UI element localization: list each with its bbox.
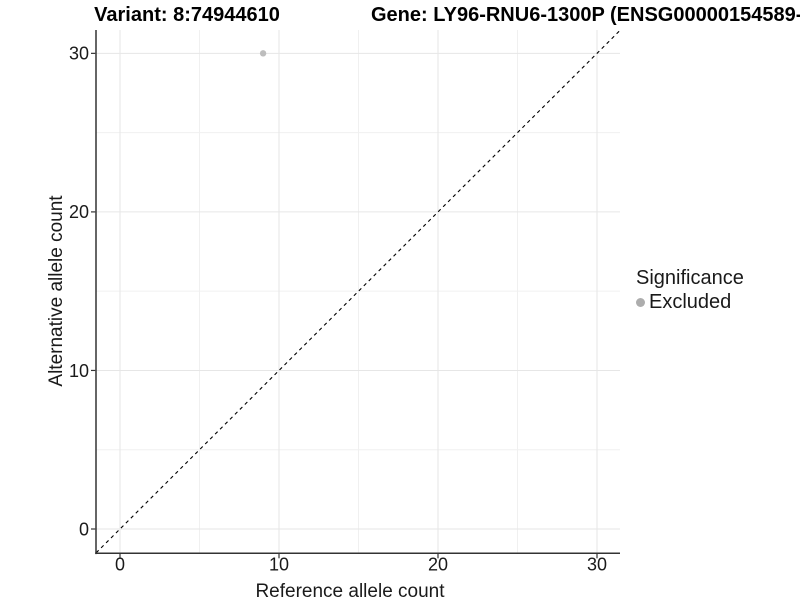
y-tick-label: 10 — [69, 361, 89, 381]
identity-dashed-line — [95, 29, 622, 554]
y-tick-label: 30 — [69, 44, 89, 64]
legend-items: Excluded — [636, 290, 744, 313]
y-axis-title: Alternative allele count — [46, 195, 67, 387]
x-tick-label: 10 — [269, 555, 289, 575]
y-tick-label: 20 — [69, 202, 89, 222]
x-tick-label: 30 — [587, 555, 607, 575]
legend-title: Significance — [636, 267, 744, 289]
x-tick-label: 0 — [115, 555, 125, 575]
gene-title: Gene: LY96-RNU6-1300P (ENSG00000154589- — [371, 4, 800, 26]
legend: Significance Excluded — [636, 266, 744, 313]
legend-item-label: Excluded — [649, 290, 732, 313]
x-axis-title: Reference allele count — [255, 581, 445, 600]
x-tick-label: 20 — [428, 555, 448, 575]
legend-item: Excluded — [636, 290, 744, 313]
legend-key-dot-icon — [636, 297, 645, 307]
data-point — [259, 50, 267, 57]
variant-title: Variant: 8:74944610 — [94, 4, 280, 26]
y-tick-label: 0 — [79, 519, 89, 539]
